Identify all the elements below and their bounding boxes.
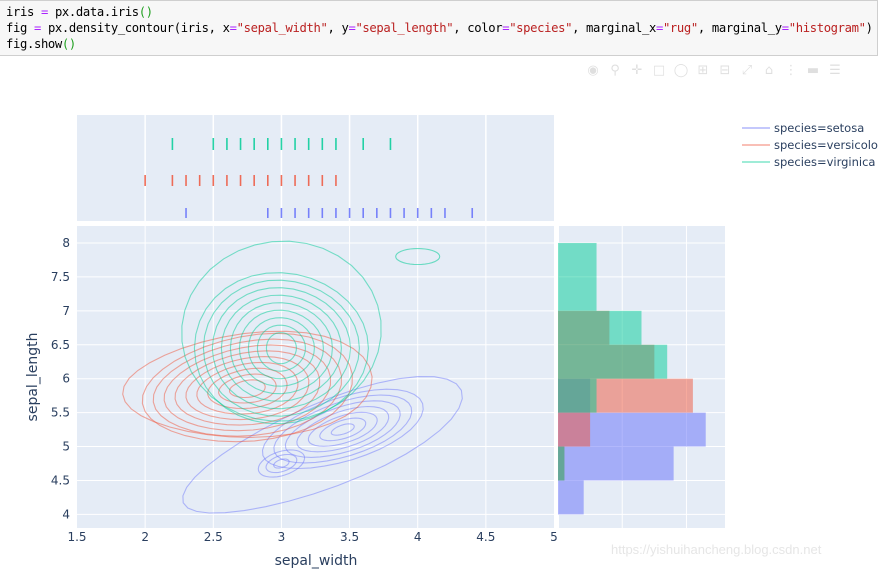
autoscale-icon[interactable]: ⤢ <box>741 62 753 78</box>
code-cell[interactable]: iris = px.data.iris() fig = px.density_c… <box>0 0 878 56</box>
box-select-icon[interactable]: □ <box>652 62 666 78</box>
svg-text:5.5: 5.5 <box>51 406 70 420</box>
zoom-out-icon[interactable]: ⊟ <box>719 62 731 78</box>
svg-text:7.5: 7.5 <box>51 270 70 284</box>
main-plot-area <box>77 226 554 528</box>
spike-lines-icon[interactable]: ⋮ <box>784 62 798 78</box>
home-icon[interactable]: ⌂ <box>764 62 774 78</box>
svg-text:sepal_length: sepal_length <box>25 333 41 422</box>
rug-plot-area <box>77 115 554 221</box>
zoom-in-icon[interactable]: ⊞ <box>697 62 709 78</box>
svg-text:7: 7 <box>62 304 70 318</box>
rug-ticks <box>144 138 474 218</box>
plotly-modebar: ◉ ⚲ ✛ □ ◯ ⊞ ⊟ ⤢ ⌂ ⋮ ▬ ☰ <box>585 62 843 80</box>
zoom-icon[interactable]: ⚲ <box>610 62 620 78</box>
svg-text:3: 3 <box>278 530 286 544</box>
hover-compare-icon[interactable]: ☰ <box>829 62 841 78</box>
svg-text:5: 5 <box>550 530 558 544</box>
svg-text:species=virginica: species=virginica <box>774 155 875 169</box>
contour-lines <box>122 240 463 514</box>
code-line-1: iris = px.data.iris() <box>6 5 153 19</box>
svg-text:sepal_width: sepal_width <box>275 553 358 569</box>
svg-text:4: 4 <box>62 507 70 521</box>
code-line-3: fig.show() <box>6 37 76 51</box>
histogram-bars <box>558 242 706 515</box>
svg-text:5: 5 <box>62 440 70 454</box>
hover-closest-icon[interactable]: ▬ <box>806 62 820 78</box>
code-line-2: fig = px.density_contour(iris, x="sepal_… <box>6 21 873 35</box>
svg-text:species=setosa: species=setosa <box>774 121 864 135</box>
svg-text:3.5: 3.5 <box>340 530 359 544</box>
svg-text:4.5: 4.5 <box>51 473 70 487</box>
svg-text:2.5: 2.5 <box>204 530 223 544</box>
camera-icon[interactable]: ◉ <box>587 62 599 78</box>
gridlines <box>77 115 725 528</box>
watermark: https://yishuihancheng.blog.csdn.net <box>611 542 822 557</box>
svg-text:1.5: 1.5 <box>67 530 86 544</box>
svg-text:6: 6 <box>62 372 70 386</box>
legend: species=setosa species=versicolor species=… <box>742 121 879 169</box>
svg-text:4.5: 4.5 <box>476 530 495 544</box>
svg-text:4: 4 <box>414 530 422 544</box>
lasso-icon[interactable]: ◯ <box>673 62 689 78</box>
svg-text:8: 8 <box>62 236 70 250</box>
svg-text:2: 2 <box>141 530 149 544</box>
pan-icon[interactable]: ✛ <box>631 62 643 78</box>
svg-text:species=versicolor: species=versicolor <box>774 138 879 152</box>
svg-text:6.5: 6.5 <box>51 338 70 352</box>
axis-labels: 1.5 2 2.5 3 3.5 4 4.5 5 4 4.5 5 5.5 6 6.5 7 7.5 8 sepal_w… <box>25 236 558 569</box>
histogram-plot-area <box>558 226 725 528</box>
